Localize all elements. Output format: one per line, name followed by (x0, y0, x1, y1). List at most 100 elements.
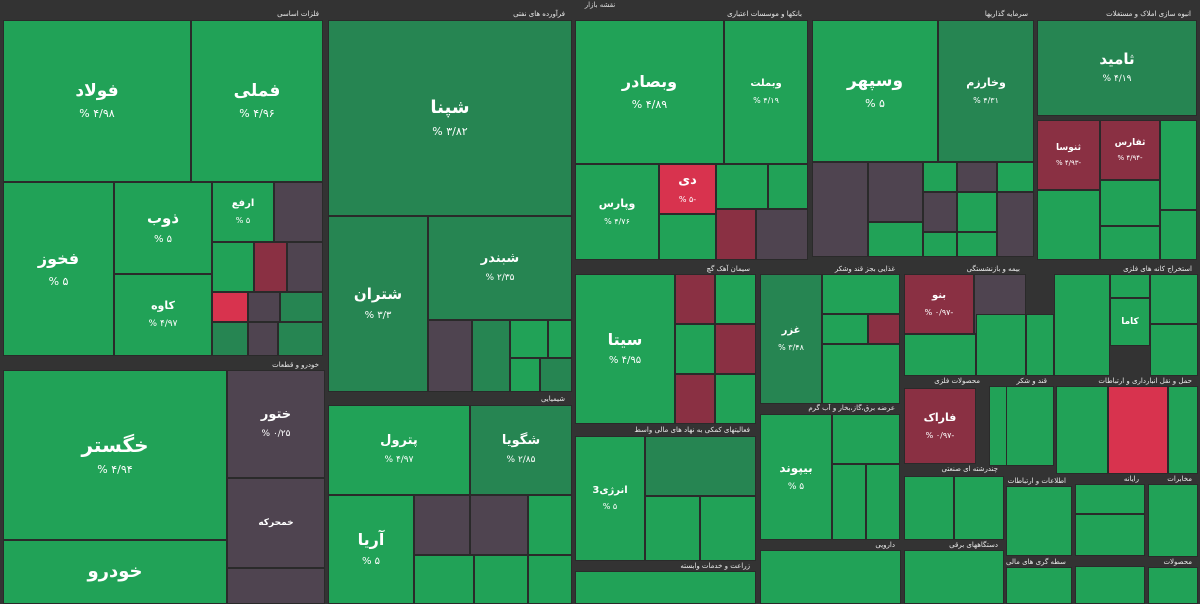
tile-shebandar[interactable]: شبندر ۲/۳۵ % (428, 216, 572, 320)
tile-small[interactable] (1075, 484, 1145, 514)
tile-small[interactable] (280, 292, 323, 322)
tile-bipayvand[interactable]: بیپوند ۵ % (760, 414, 832, 540)
tile-small[interactable] (1006, 386, 1054, 466)
tile-khtoor[interactable]: ختور ۰/۲۵ % (227, 370, 325, 478)
tile-small[interactable] (1056, 386, 1108, 474)
tile-small[interactable] (715, 374, 756, 424)
tile-small[interactable] (248, 322, 278, 356)
tile-sanosa[interactable]: ثنوسا -۴/۹۳ % (1037, 120, 1100, 190)
tile-vpars[interactable]: وپارس ۴/۷۶ % (575, 164, 659, 260)
tile-khgostar[interactable]: خگستر ۴/۹۴ % (3, 370, 227, 540)
tile-small[interactable] (997, 192, 1034, 257)
tile-small[interactable] (470, 495, 528, 555)
tile-shegooya[interactable]: شگویا ۲/۸۵ % (470, 405, 572, 495)
tile-small[interactable] (904, 476, 954, 540)
tile-small[interactable] (904, 334, 976, 376)
tile-small[interactable] (957, 232, 997, 257)
tile-farak[interactable]: فاراک -۰/۹۷ % (904, 388, 976, 464)
tile-small[interactable] (868, 162, 923, 222)
tile-small[interactable] (923, 192, 957, 232)
tile-small[interactable] (1075, 514, 1145, 556)
tile-small[interactable] (904, 550, 1004, 604)
tile-small[interactable] (278, 322, 323, 356)
tile-small[interactable] (1100, 226, 1160, 260)
tile-petrol[interactable]: پترول ۴/۹۷ % (328, 405, 470, 495)
tile-small[interactable] (822, 344, 900, 404)
tile-small[interactable] (659, 214, 716, 260)
tile-safars[interactable]: ثفارس -۴/۹۴ % (1100, 120, 1160, 180)
tile-vkharazm[interactable]: وخارزم ۴/۳۱ % (938, 20, 1034, 162)
tile-small[interactable] (868, 222, 923, 257)
tile-small[interactable] (1150, 274, 1198, 324)
tile-small[interactable] (1148, 484, 1198, 557)
tile-small[interactable] (716, 164, 768, 209)
tile-small[interactable] (1160, 210, 1197, 260)
tile-small[interactable] (428, 320, 472, 392)
tile-small[interactable] (474, 555, 528, 604)
tile-zob[interactable]: ذوب ۵ % (114, 182, 212, 274)
tile-small[interactable] (957, 162, 997, 192)
tile-small[interactable] (254, 242, 287, 292)
tile-small[interactable] (715, 324, 756, 374)
tile-small[interactable] (700, 496, 756, 561)
tile-small[interactable] (212, 322, 248, 356)
tile-small[interactable] (715, 274, 756, 324)
tile-shepna[interactable]: شپنا ۳/۸۲ % (328, 20, 572, 216)
tile-small[interactable] (1006, 486, 1072, 556)
tile-small[interactable] (822, 314, 868, 344)
tile-small[interactable] (923, 232, 957, 257)
tile-kama[interactable]: کاما (1110, 298, 1150, 346)
tile-small[interactable] (822, 274, 900, 314)
tile-small[interactable] (997, 162, 1034, 192)
tile-small[interactable] (957, 192, 997, 232)
tile-small[interactable] (274, 182, 323, 242)
tile-folad[interactable]: فولاد ۴/۹۸ % (3, 20, 191, 182)
tile-vbmelat[interactable]: وبملت ۴/۱۹ % (724, 20, 808, 164)
tile-khodro[interactable]: خودرو (3, 540, 227, 604)
tile-vsepehr[interactable]: وسپهر ۵ % (812, 20, 938, 162)
tile-small[interactable] (976, 314, 1026, 376)
tile-small[interactable] (1160, 120, 1197, 210)
tile-fameli[interactable]: فملی ۴/۹۶ % (191, 20, 323, 182)
tile-small[interactable] (645, 436, 756, 496)
tile-energy3[interactable]: انرژی3 ۵ % (575, 436, 645, 561)
tile-small[interactable] (528, 495, 572, 555)
tile-small[interactable] (768, 164, 808, 209)
tile-small[interactable] (756, 209, 808, 260)
tile-small[interactable] (1168, 386, 1198, 474)
tile-small[interactable] (1100, 180, 1160, 226)
tile-small[interactable] (1054, 274, 1110, 376)
tile-small[interactable] (212, 242, 254, 292)
tile-small[interactable] (1150, 324, 1198, 376)
tile-small[interactable] (760, 550, 901, 604)
tile-small[interactable] (812, 162, 868, 257)
tile-small[interactable] (716, 209, 756, 260)
tile-vbsader[interactable]: وبصادر ۴/۸۹ % (575, 20, 724, 164)
tile-small[interactable] (832, 414, 900, 464)
tile-kave[interactable]: کاوه ۴/۹۷ % (114, 274, 212, 356)
tile-small[interactable] (1075, 566, 1145, 604)
tile-small[interactable] (645, 496, 700, 561)
tile-small[interactable] (528, 555, 572, 604)
tile-small[interactable] (472, 320, 510, 392)
tile-small[interactable] (832, 464, 866, 540)
tile-fakhooz[interactable]: فخوز ۵ % (3, 182, 114, 356)
tile-arfa[interactable]: ارفع ۵ % (212, 182, 274, 242)
tile-small[interactable] (675, 374, 715, 424)
tile-arya[interactable]: آریا ۵ % (328, 495, 414, 604)
tile-khmoharreke[interactable]: خمحرکه (227, 478, 325, 568)
tile-small[interactable] (1006, 567, 1072, 604)
tile-small[interactable] (1110, 274, 1150, 298)
tile-bno[interactable]: بنو -۰/۹۷ % (904, 274, 974, 334)
tile-samid[interactable]: ثامید ۴/۱۹ % (1037, 20, 1197, 116)
tile-small[interactable] (1148, 567, 1198, 604)
tile-small[interactable] (675, 324, 715, 374)
tile-small[interactable] (287, 242, 323, 292)
tile-small[interactable] (510, 358, 540, 392)
tile-small[interactable] (1108, 386, 1168, 474)
tile-small[interactable] (248, 292, 280, 322)
tile-small[interactable] (414, 555, 474, 604)
tile-small[interactable] (575, 571, 756, 604)
tile-sita[interactable]: سیتا ۴/۹۵ % (575, 274, 675, 424)
tile-small[interactable] (1026, 314, 1054, 376)
